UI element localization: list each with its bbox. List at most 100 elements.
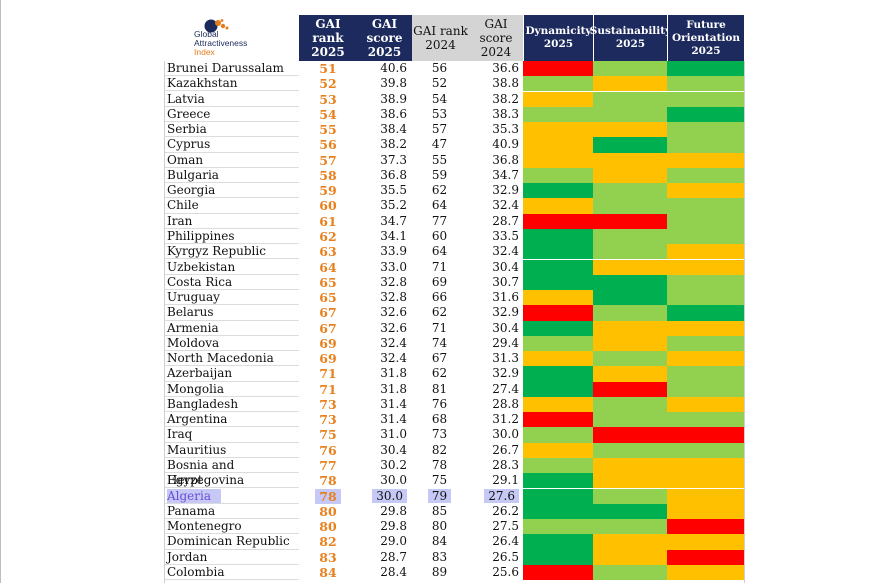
sustainability-cell (593, 396, 667, 413)
future-orientation-cell (667, 351, 744, 367)
future-orientation-cell (667, 320, 744, 336)
table-right-border (744, 61, 745, 583)
gai-score-2025: 35.5 (380, 183, 407, 198)
country-name: Bulgaria (165, 168, 299, 184)
country-name: Greece (165, 107, 299, 122)
gai-rank-2025: 58 (319, 167, 337, 183)
gai-rank-2024: 73 (431, 427, 448, 442)
gai-score-2025: 32.8 (380, 274, 407, 289)
dynamicity-cell (523, 259, 593, 275)
gai-score-2024: 26.7 (492, 442, 519, 457)
country-name: Colombia (165, 565, 299, 581)
gai-score-2024: 26.4 (492, 534, 519, 549)
table-row: Latvia 53 38.9 54 38.2 (165, 91, 745, 107)
future-orientation-cell (667, 198, 744, 214)
dynamicity-cell (523, 76, 593, 92)
gai-rank-2024: 78 (431, 458, 448, 473)
gai-score-2025: 34.7 (380, 213, 407, 228)
gai-rank-2025: 55 (319, 122, 337, 138)
sustainability-cell (593, 76, 667, 92)
gai-score-2024: 38.2 (492, 91, 519, 106)
gai-score-2025: 40.6 (380, 61, 407, 75)
table-row: Mongolia 71 31.8 81 27.4 (165, 381, 745, 397)
dynamicity-cell (523, 488, 593, 504)
table-row: Oman 57 37.3 55 36.8 (165, 152, 745, 168)
country-name: Dominican Republic (165, 534, 299, 550)
gai-score-2025: 32.4 (380, 351, 407, 366)
dynamicity-cell (523, 91, 593, 107)
gai-score-2025: 37.3 (380, 152, 407, 167)
country-name: Mauritius (165, 443, 299, 458)
gai-score-2025: 33.9 (380, 244, 407, 259)
gai-score-2025: 29.0 (380, 534, 407, 549)
gai-score-2025: 38.9 (380, 91, 407, 106)
gai-score-2024: 28.8 (492, 396, 519, 411)
gai-rank-2025: 73 (319, 412, 337, 428)
header-gai-rank-2024: GAI rank 2024 (412, 15, 469, 61)
table-row: Argentina 73 31.4 68 31.2 (165, 412, 745, 428)
gai-score-2024: 34.7 (492, 167, 519, 182)
sustainability-cell (593, 167, 667, 184)
country-name: Moldova (165, 336, 299, 352)
dynamicity-cell (523, 274, 593, 290)
sustainability-cell (593, 458, 667, 474)
future-orientation-cell (667, 442, 744, 458)
gai-score-2025: 34.1 (380, 228, 407, 243)
gai-score-2024: 32.9 (492, 305, 519, 320)
table-row: Bosnia and Herzegovina 77 30.2 78 28.3 (165, 458, 745, 487)
sustainability-cell (593, 198, 667, 214)
table-row: Iraq 75 31.0 73 30.0 (165, 427, 745, 443)
gai-score-2024: 30.0 (492, 427, 519, 442)
table-row: Costa Rica 65 32.8 69 30.7 (165, 274, 745, 290)
gai-rank-2025: 57 (319, 152, 337, 168)
sustainability-cell (593, 320, 667, 336)
sustainability-cell (593, 549, 667, 565)
table-row: Philippines 62 34.1 60 33.5 (165, 228, 745, 245)
gai-score-2025: 32.6 (380, 305, 407, 320)
gai-rank-2024: 81 (431, 381, 448, 396)
future-orientation-cell (667, 213, 744, 229)
gai-score-2025: 30.0 (357, 488, 410, 504)
gai-score-2024: 35.3 (492, 122, 519, 137)
table-row: Algeria 78 30.0 79 27.6 (165, 488, 745, 504)
gai-score-2025: 35.2 (380, 198, 407, 213)
gai-score-2025: 38.4 (380, 122, 407, 137)
gai-rank-2024: 80 (431, 519, 448, 534)
dynamicity-cell (523, 534, 593, 550)
table-row: Chile 60 35.2 64 32.4 (165, 198, 745, 214)
sustainability-cell (593, 427, 667, 443)
future-orientation-cell (667, 228, 744, 245)
future-orientation-cell (667, 61, 744, 77)
gai-rank-2025: 62 (319, 228, 337, 244)
gai-rank-2025: 82 (319, 534, 337, 550)
gai-score-2025: 32.6 (380, 320, 407, 335)
table-row: Kyrgyz Republic 63 33.9 64 32.4 (165, 244, 745, 260)
country-name: Argentina (165, 412, 299, 428)
gai-rank-2024: 74 (431, 335, 448, 350)
gai-rank-2025: 78 (299, 488, 357, 504)
gai-rank-2024: 89 (431, 564, 448, 579)
sustainability-cell (593, 213, 667, 229)
header-gai-rank-2025: GAI rank 2025 (299, 15, 357, 61)
gai-score-2024: 30.7 (492, 274, 519, 289)
country-name: Chile (165, 198, 299, 214)
dynamicity-cell (523, 427, 593, 443)
country-name: Kazakhstan (165, 76, 299, 92)
gai-score-2025: 31.8 (380, 366, 407, 381)
country-name: Montenegro (165, 519, 299, 535)
gai-score-2024: 28.7 (492, 213, 519, 228)
sustainability-cell (593, 366, 667, 382)
dynamicity-cell (523, 305, 593, 321)
sustainability-cell (593, 442, 667, 458)
gai-score-2024: 31.3 (492, 351, 519, 366)
gai-rank-2025: 67 (319, 305, 337, 321)
table-row: Jordan 83 28.7 83 26.5 (165, 549, 745, 565)
gai-rank-2025: 60 (319, 198, 337, 214)
gai-rank-2025: 59 (319, 183, 337, 199)
dynamicity-cell (523, 61, 593, 77)
gai-rank-2025: 75 (319, 427, 337, 443)
dynamicity-cell (523, 412, 593, 428)
table-row: Dominican Republic 82 29.0 84 26.4 (165, 534, 745, 550)
country-name: Georgia (165, 183, 299, 199)
gai-rank-2025: 65 (319, 290, 337, 306)
